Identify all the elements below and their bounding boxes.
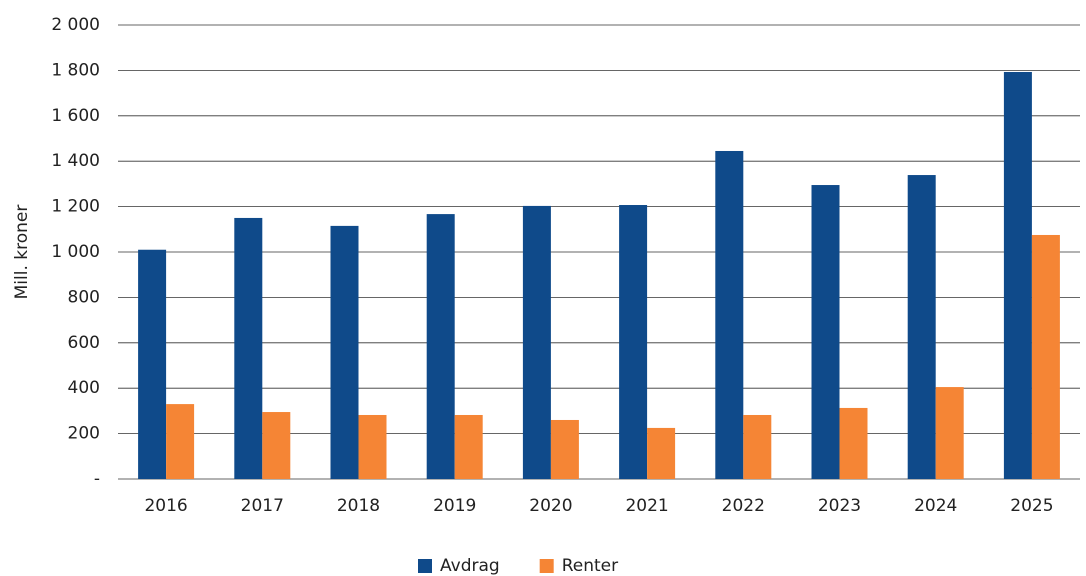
bar xyxy=(522,205,551,479)
bar xyxy=(166,404,195,479)
x-tick-label: 2020 xyxy=(529,496,572,516)
bar xyxy=(330,225,359,479)
bar xyxy=(262,412,291,479)
bar xyxy=(1003,71,1032,479)
bar xyxy=(138,249,167,479)
bar xyxy=(811,185,840,479)
legend-swatch xyxy=(539,559,554,573)
bar xyxy=(935,387,964,479)
y-axis-label: Mill. kroner xyxy=(12,205,32,300)
bar xyxy=(358,414,387,479)
x-tick-label: 2016 xyxy=(144,496,187,516)
x-tick-label: 2024 xyxy=(914,496,957,516)
y-tick-label: 1 600 xyxy=(51,106,100,126)
bar xyxy=(715,150,744,480)
legend-swatch xyxy=(418,559,432,573)
bar xyxy=(907,175,936,479)
y-tick-label: 1 800 xyxy=(51,60,100,80)
y-tick-label: 1 400 xyxy=(51,151,100,171)
x-tick-label: 2023 xyxy=(818,496,861,516)
y-tick-label: 800 xyxy=(68,287,100,307)
bar xyxy=(454,414,483,479)
bar xyxy=(619,205,648,480)
y-tick-label: 200 xyxy=(68,424,100,444)
bar xyxy=(839,407,868,479)
x-tick-label: 2018 xyxy=(337,496,380,516)
bar xyxy=(1031,234,1060,479)
bar xyxy=(550,419,579,479)
x-tick-label: 2021 xyxy=(625,496,668,516)
bar xyxy=(647,427,676,479)
legend-label: Renter xyxy=(562,556,618,576)
y-tick-label: 2 000 xyxy=(51,15,100,35)
bar xyxy=(426,214,455,479)
y-tick-label: 1 000 xyxy=(51,242,100,262)
y-tick-label: 400 xyxy=(68,378,100,398)
x-tick-label: 2025 xyxy=(1010,496,1053,516)
x-tick-label: 2019 xyxy=(433,496,476,516)
x-tick-label: 2017 xyxy=(241,496,284,516)
y-tick-label: - xyxy=(94,469,100,489)
bar xyxy=(234,217,263,479)
bar xyxy=(743,414,772,479)
x-tick-label: 2022 xyxy=(722,496,765,516)
legend-label: Avdrag xyxy=(440,556,500,576)
y-tick-label: 1 200 xyxy=(51,197,100,217)
y-tick-label: 600 xyxy=(68,333,100,353)
